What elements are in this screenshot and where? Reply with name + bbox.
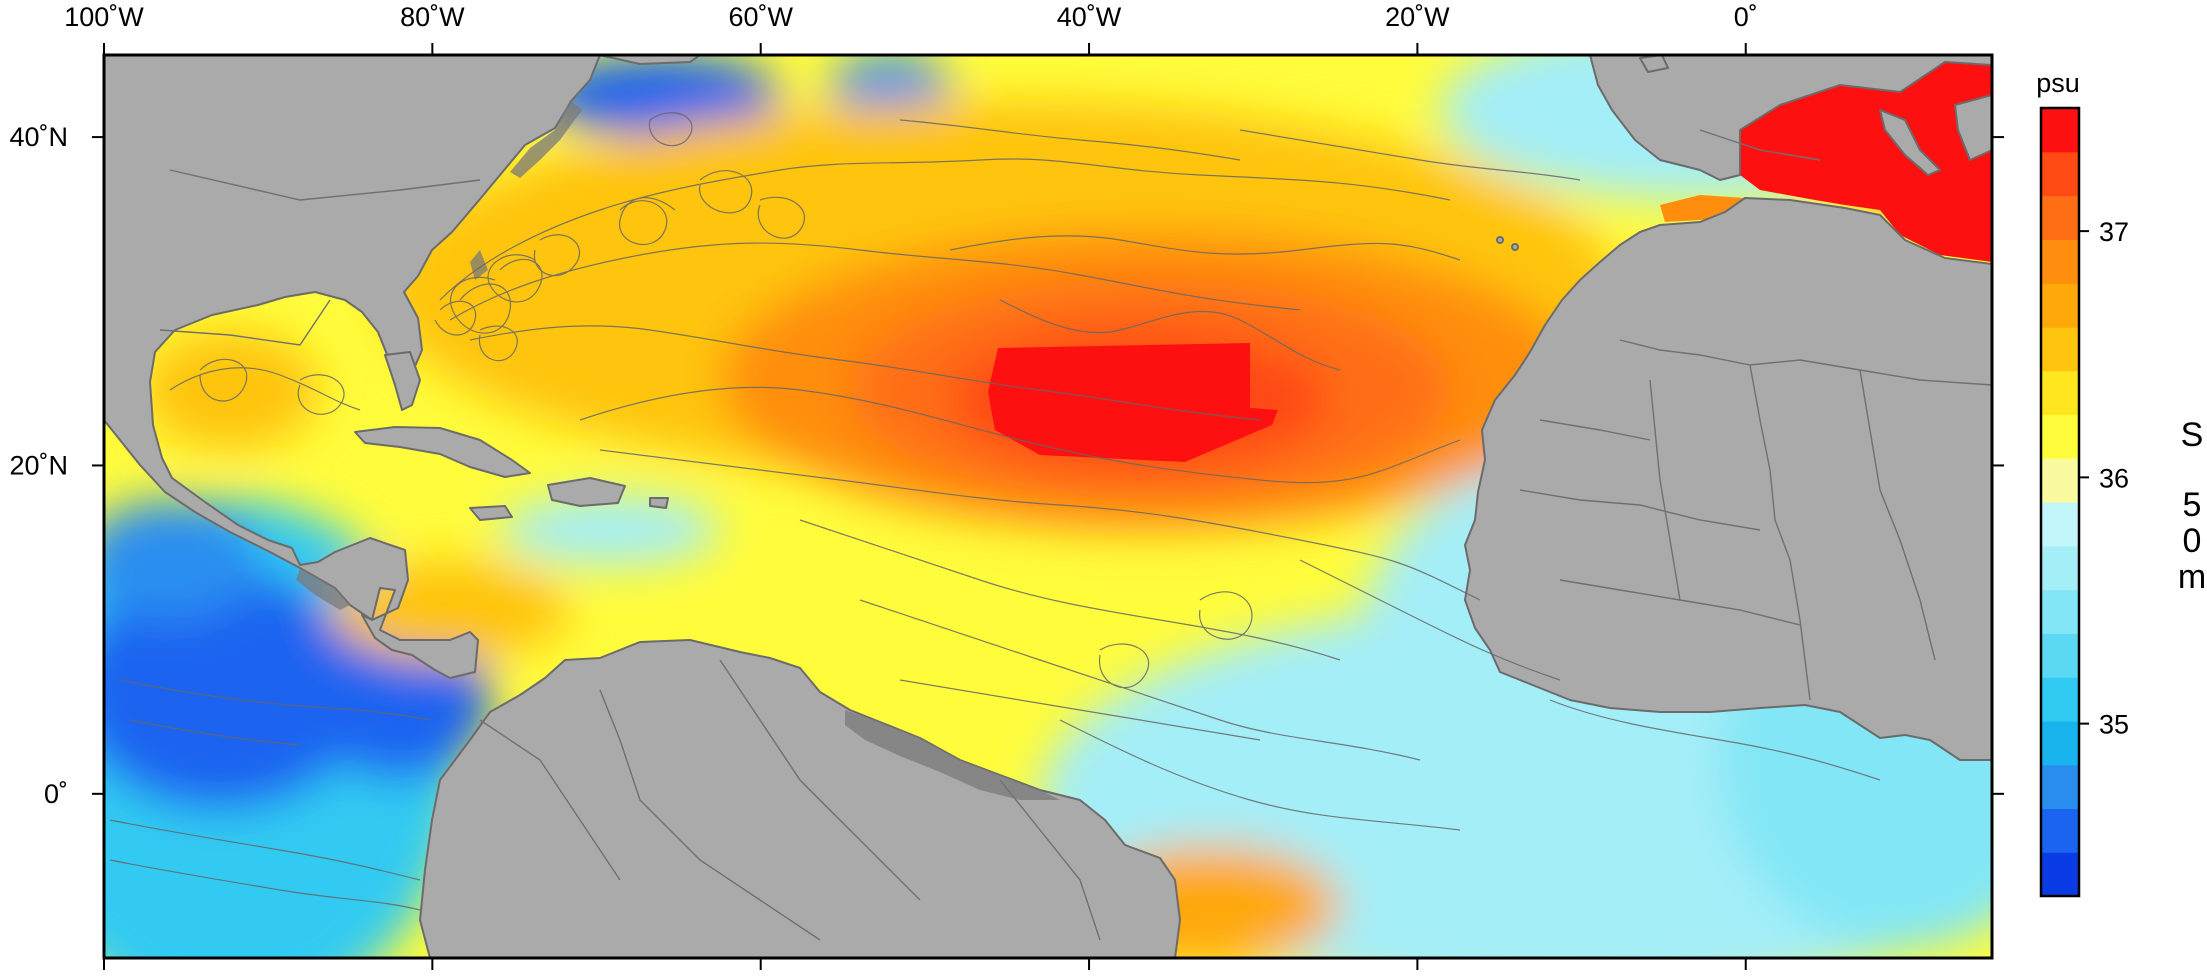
colorbar-swatch xyxy=(2041,545,2079,591)
colorbar: psu 35 36 37 S 50m xyxy=(2036,68,2206,898)
colorbar-swatch xyxy=(2041,370,2079,416)
colorbar-variable-label: S 50m xyxy=(2178,416,2206,596)
lat-tick-label: 0˚ xyxy=(44,779,68,809)
colorbar-swatch xyxy=(2041,677,2079,722)
shelf-shading xyxy=(296,100,1060,800)
colorbar-swatch xyxy=(2041,283,2079,328)
lon-tick-label: 40˚W xyxy=(1057,2,1122,32)
colorbar-swatch xyxy=(2041,808,2079,853)
map-frame xyxy=(102,53,1994,960)
colorbar-swatch xyxy=(2041,151,2079,197)
lon-tick-label: 100˚W xyxy=(64,2,144,32)
lon-tick-label: 60˚W xyxy=(728,2,793,32)
lon-tick-label: 20˚W xyxy=(1385,2,1450,32)
lat-tick-label: 40˚N xyxy=(9,122,68,152)
colorbar-swatches xyxy=(2041,108,2079,897)
colorbar-tick-label: 37 xyxy=(2099,217,2129,247)
colorbar-swatch xyxy=(2041,852,2079,897)
colorbar-swatch xyxy=(2041,502,2079,547)
colorbar-variable-glyph: S xyxy=(2181,416,2204,454)
colorbar-swatch xyxy=(2041,589,2079,634)
lon-tick-label: 80˚W xyxy=(400,2,465,32)
lon-tick-label: 0˚ xyxy=(1734,2,1758,32)
colorbar-swatch xyxy=(2041,633,2079,678)
country-borders xyxy=(159,129,1992,941)
colorbar-swatch xyxy=(2041,108,2079,153)
colorbar-variable-glyph: 5 xyxy=(2183,486,2202,524)
land-masses xyxy=(104,55,1992,958)
colorbar-swatch xyxy=(2041,458,2079,503)
drifter-tracks xyxy=(109,112,1881,911)
colorbar-swatch xyxy=(2041,764,2079,810)
colorbar-tick-label: 36 xyxy=(2099,463,2129,493)
colorbar-unit-label: psu xyxy=(2036,68,2080,98)
colorbar-swatch xyxy=(2041,195,2079,240)
colorbar-tick-label: 35 xyxy=(2099,710,2129,740)
colorbar-swatch xyxy=(2041,720,2079,766)
colorbar-swatch xyxy=(2041,239,2079,284)
colorbar-ticks: 35 36 37 xyxy=(2079,217,2129,740)
colorbar-variable-glyph: m xyxy=(2178,558,2206,596)
latitude-axis: 40˚N 20˚N 0˚ xyxy=(9,122,2004,809)
lat-tick-label: 20˚N xyxy=(9,450,68,480)
colorbar-frame xyxy=(2039,106,2081,898)
colorbar-variable-glyph: 0 xyxy=(2183,522,2202,560)
longitude-axis: 100˚W 80˚W 60˚W 40˚W 20˚W 0˚ xyxy=(64,2,1758,970)
colorbar-swatch xyxy=(2041,414,2079,459)
colorbar-swatch xyxy=(2041,326,2079,372)
